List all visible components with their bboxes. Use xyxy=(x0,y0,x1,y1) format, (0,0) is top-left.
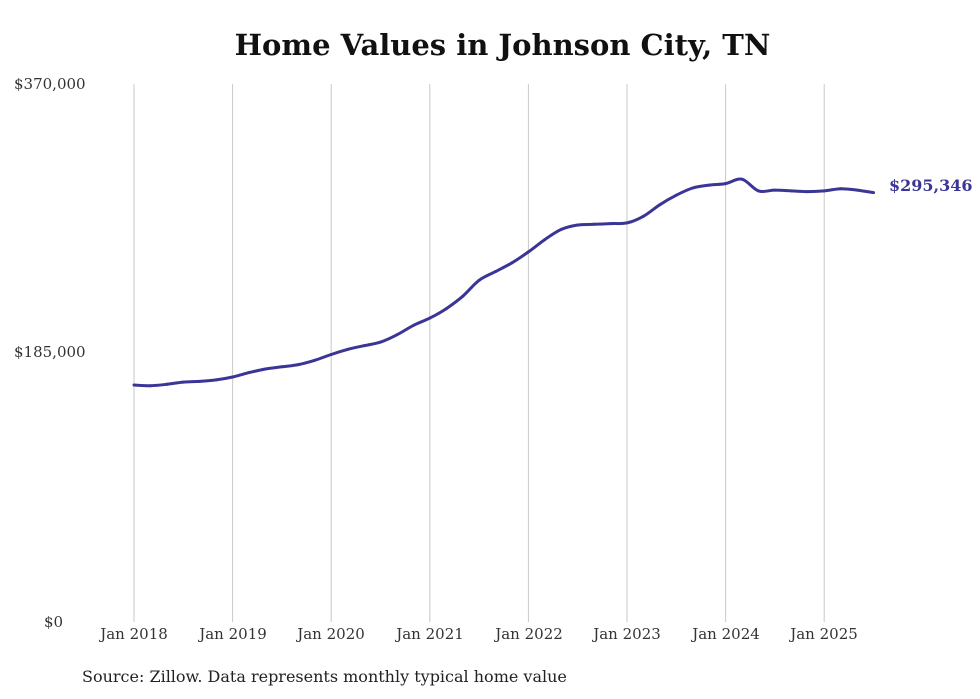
x-tick-label: Jan 2022 xyxy=(495,625,563,643)
x-tick-label: Jan 2019 xyxy=(199,625,267,643)
data-point xyxy=(428,316,432,320)
x-tick-label: Jan 2021 xyxy=(396,625,464,643)
data-point xyxy=(576,223,580,227)
data-point xyxy=(461,294,465,298)
series-line xyxy=(133,177,874,388)
data-point xyxy=(625,221,629,225)
y-tick-label: $0 xyxy=(44,613,64,631)
data-point xyxy=(346,347,350,351)
x-tick-label: Jan 2020 xyxy=(297,625,365,643)
x-tick-label: Jan 2023 xyxy=(593,625,661,643)
data-point xyxy=(789,189,793,193)
data-point xyxy=(674,193,678,197)
data-point xyxy=(855,188,859,192)
data-point xyxy=(559,227,563,231)
data-point xyxy=(526,250,530,254)
data-point xyxy=(773,188,777,192)
data-point xyxy=(165,382,169,386)
data-point xyxy=(592,222,596,226)
data-point xyxy=(395,333,399,337)
data-point xyxy=(757,189,760,193)
data-point xyxy=(329,353,333,356)
source-note: Source: Zillow. Data represents monthly … xyxy=(82,667,567,686)
data-point xyxy=(379,340,382,344)
data-point xyxy=(609,222,613,226)
x-tick-label: Jan 2018 xyxy=(100,625,168,643)
data-point xyxy=(510,261,514,265)
y-tick-label: $370,000 xyxy=(14,75,86,93)
data-point xyxy=(872,191,875,195)
data-point xyxy=(658,203,662,207)
data-point xyxy=(181,380,185,384)
data-point xyxy=(280,365,284,369)
data-point xyxy=(296,363,300,367)
data-point xyxy=(411,323,415,327)
data-point xyxy=(264,367,267,371)
y-tick-label: $185,000 xyxy=(14,343,86,361)
data-point xyxy=(247,371,251,375)
data-point xyxy=(477,278,481,282)
data-point xyxy=(214,378,218,382)
data-point xyxy=(806,190,810,194)
data-point xyxy=(362,344,366,348)
data-point xyxy=(231,375,235,379)
data-point xyxy=(543,238,547,242)
data-point xyxy=(839,187,843,191)
data-point xyxy=(494,270,497,274)
data-point xyxy=(707,183,711,187)
data-point xyxy=(132,383,136,387)
data-point xyxy=(724,182,728,186)
data-point xyxy=(691,186,695,190)
x-tick-label: Jan 2024 xyxy=(692,625,760,643)
data-point xyxy=(444,307,448,311)
data-point xyxy=(740,177,744,181)
data-point xyxy=(148,384,152,388)
end-value-label: $295,346 xyxy=(889,176,973,195)
data-point xyxy=(641,214,645,218)
data-point xyxy=(313,358,317,362)
data-point xyxy=(198,379,202,383)
x-tick-label: Jan 2025 xyxy=(790,625,858,643)
data-point xyxy=(822,189,826,193)
chart-title: Home Values in Johnson City, TN xyxy=(234,28,771,62)
